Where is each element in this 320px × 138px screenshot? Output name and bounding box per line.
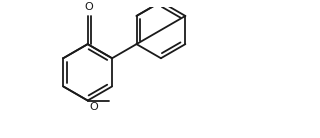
Text: O: O bbox=[89, 102, 98, 112]
Text: O: O bbox=[85, 2, 93, 11]
